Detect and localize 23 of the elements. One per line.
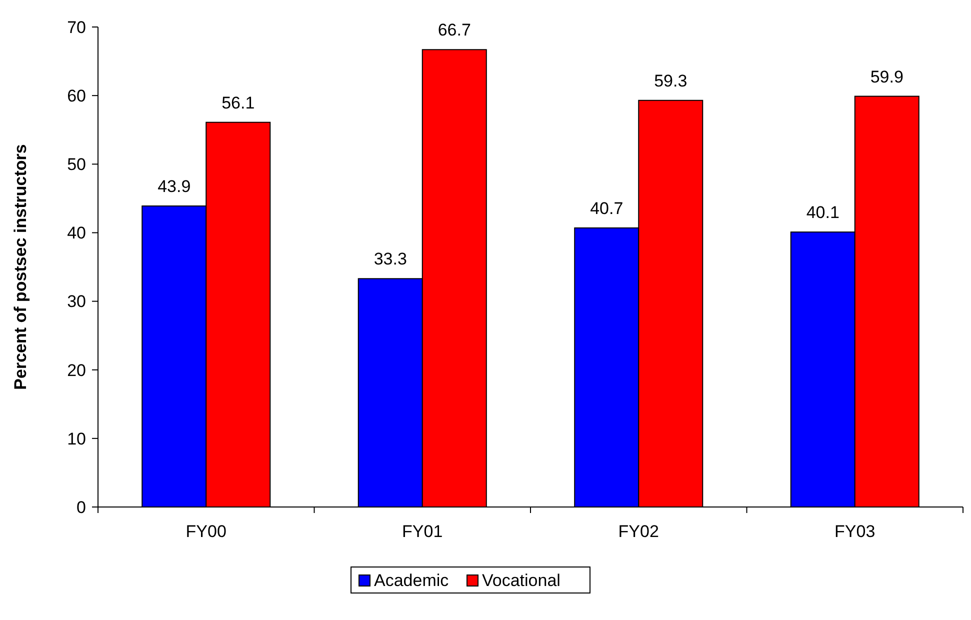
data-label: 59.9 — [870, 67, 904, 86]
data-label: 56.1 — [222, 93, 255, 112]
y-tick-label: 70 — [67, 18, 86, 37]
data-label: 40.7 — [590, 198, 624, 218]
legend-label: Vocational — [482, 571, 560, 590]
y-tick-label: 60 — [67, 86, 86, 106]
y-axis-title: Percent of postsec instructors — [11, 144, 30, 390]
y-tick-label: 40 — [67, 224, 86, 243]
x-tick-label: FY00 — [186, 522, 226, 541]
y-tick-label: 30 — [67, 292, 86, 312]
data-label: 43.9 — [158, 176, 191, 196]
x-tick-label: FY02 — [618, 522, 659, 541]
legend-label: Academic — [374, 571, 450, 590]
x-tick-label: FY03 — [834, 522, 876, 541]
y-tick-label: 50 — [67, 155, 86, 174]
y-tick-label: 20 — [67, 360, 86, 380]
y-tick-label: 0 — [76, 498, 86, 517]
y-tick-label: 10 — [67, 429, 86, 448]
x-tick-label: FY01 — [402, 522, 443, 541]
data-label: 59.3 — [654, 71, 688, 90]
data-label: 40.1 — [806, 203, 840, 222]
data-label: 66.7 — [438, 20, 471, 40]
data-label: 33.3 — [374, 250, 407, 269]
